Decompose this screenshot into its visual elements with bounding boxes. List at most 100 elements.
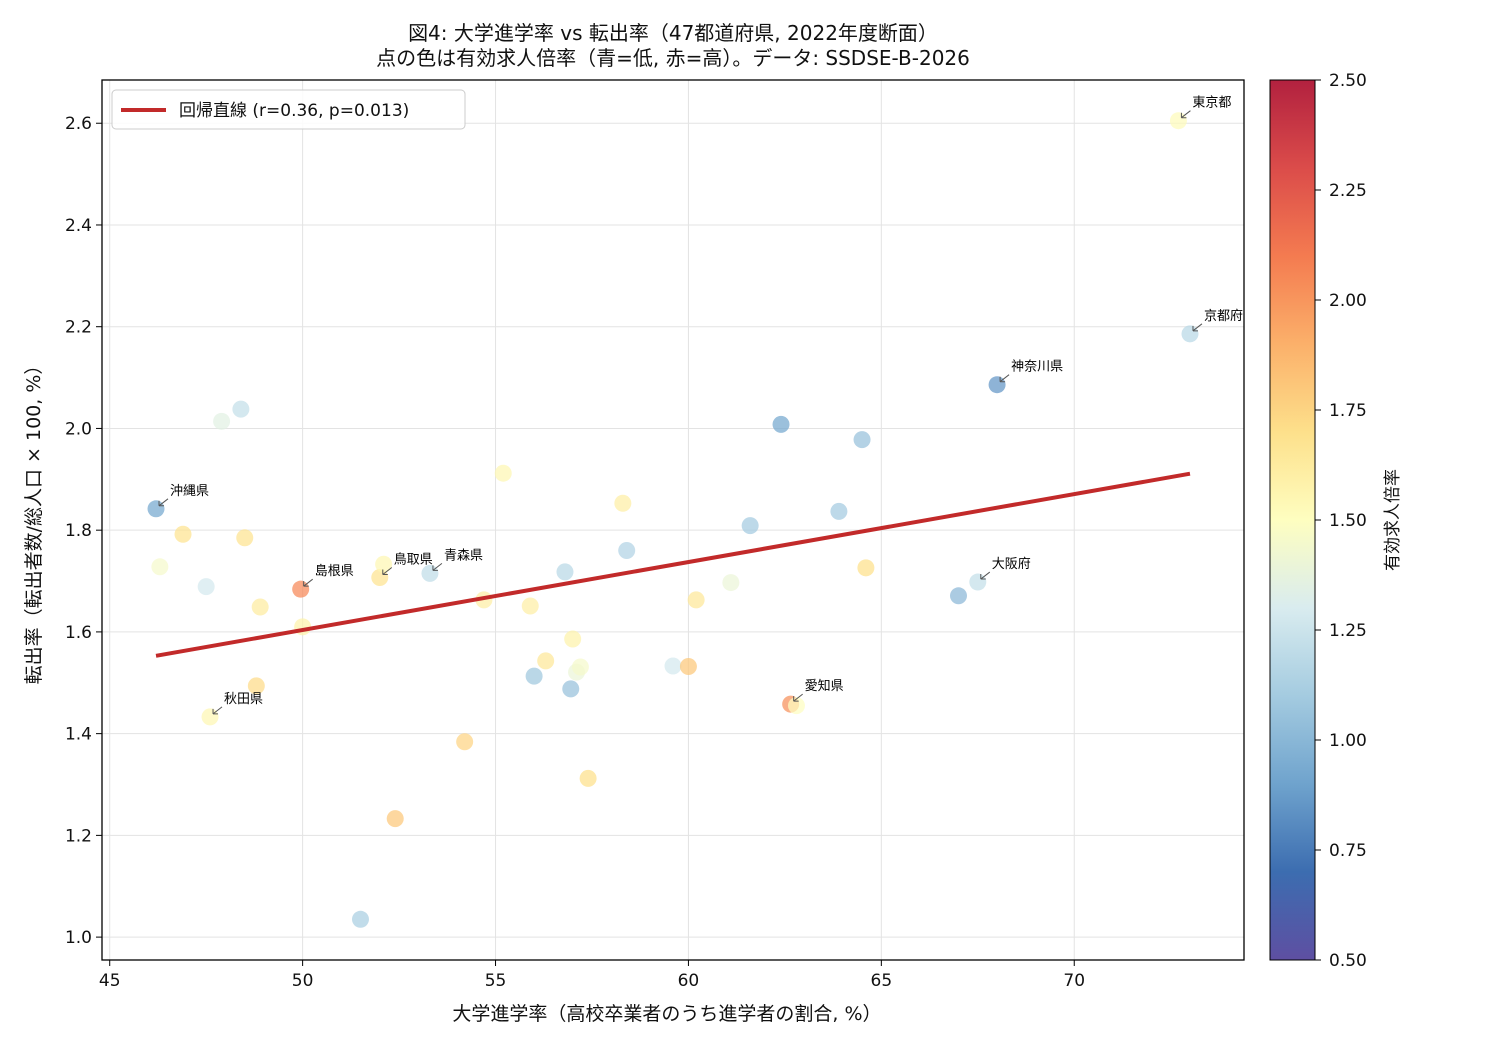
scatter-point — [1181, 325, 1199, 343]
y-tick-label: 1.2 — [65, 826, 92, 846]
scatter-point — [857, 559, 875, 577]
plot-frame — [101, 79, 1245, 961]
annotation-arrow — [382, 567, 393, 575]
annotation-arrowhead — [382, 569, 388, 575]
colorbar-label: 有効求人倍率 — [1383, 469, 1403, 571]
scatter-point — [151, 558, 169, 576]
scatter-point — [772, 415, 790, 433]
colorbar-tick-label: 2.00 — [1329, 291, 1367, 311]
scatter-point — [351, 910, 369, 928]
annotation-arrowhead — [1180, 112, 1187, 119]
scatter-point — [579, 769, 597, 787]
colorbar-tick-label: 0.75 — [1329, 841, 1367, 861]
annotation-arrowhead — [1192, 325, 1198, 332]
annotation-label: 秋田県 — [224, 692, 263, 707]
x-axis-ticks: 45 50 55 60 65 70 — [99, 960, 1085, 991]
scatter-point — [232, 400, 250, 418]
y-tick-label: 2.0 — [65, 419, 92, 439]
scatter-point — [830, 502, 848, 520]
scatter-point — [564, 630, 582, 648]
scatter-point — [147, 500, 165, 518]
scatter-point — [251, 598, 269, 616]
annotation-label: 大阪府 — [992, 557, 1031, 572]
y-tick-label: 2.4 — [65, 216, 92, 236]
scatter-point — [247, 677, 265, 695]
scatter-point — [853, 431, 871, 449]
scatter-point — [679, 657, 697, 675]
scatter-point — [197, 578, 215, 596]
scatter-point — [969, 573, 987, 591]
y-axis-ticks: 1.0 1.2 1.4 1.6 1.8 2.0 2.2 2.4 2.6 — [65, 114, 102, 948]
annotation-arrow — [999, 374, 1010, 383]
scatter-point — [618, 542, 636, 560]
legend-box — [111, 89, 466, 130]
annotation-arrowhead — [303, 581, 309, 587]
regression-line — [155, 471, 1191, 658]
y-tick-label: 2.6 — [65, 114, 92, 134]
legend: 回帰直線 (r=0.36, p=0.013) — [111, 89, 466, 130]
scatter-points — [147, 112, 1199, 928]
annotation-label: 島根県 — [315, 564, 354, 579]
scatter-point — [571, 658, 589, 676]
scatter-point — [537, 652, 555, 670]
colorbar-tick-label: 1.50 — [1329, 511, 1367, 531]
scatter-point — [292, 580, 310, 598]
y-tick-label: 1.6 — [65, 623, 92, 643]
scatter-point — [174, 525, 192, 543]
annotation-label: 神奈川県 — [1011, 360, 1063, 375]
annotation-label: 青森県 — [444, 548, 483, 563]
scatter-point — [375, 555, 393, 573]
grid-lines — [102, 80, 1244, 960]
regression-line-group — [155, 471, 1191, 658]
annotation-label: 鳥取県 — [394, 552, 433, 567]
x-tick-label: 50 — [292, 971, 314, 991]
annotation-arrow — [158, 498, 169, 507]
annotation-arrowhead — [793, 696, 799, 702]
annotation-arrowhead — [999, 376, 1006, 383]
scatter-point — [1169, 112, 1187, 130]
scatter-point — [236, 529, 254, 547]
annotation-arrow — [1192, 323, 1203, 332]
scatter-point — [741, 517, 759, 535]
y-tick-label: 1.8 — [65, 521, 92, 541]
x-tick-label: 45 — [99, 971, 121, 991]
colorbar-gradient — [1269, 79, 1316, 961]
x-tick-label: 70 — [1063, 971, 1085, 991]
colorbar-tick-label: 2.25 — [1329, 181, 1367, 201]
annotation-arrow — [212, 706, 223, 715]
annotation-label: 沖縄県 — [170, 484, 209, 499]
chart-title-line1: 図4: 大学進学率 vs 転出率（47都道府県, 2022年度断面） — [408, 21, 938, 45]
y-axis-label: 転出率（転出者数/総人口 × 100, %） — [23, 356, 45, 685]
annotation-arrow — [432, 563, 443, 571]
scatter-point — [664, 657, 682, 675]
x-tick-label: 55 — [485, 971, 507, 991]
annotation-arrow — [303, 578, 313, 587]
scatter-point — [722, 574, 740, 592]
scatter-point — [521, 597, 539, 615]
scatter-point — [950, 587, 967, 605]
colorbar-ticks: 0.50 0.75 1.00 1.25 1.50 1.75 2.00 2.25 2.50 — [1315, 71, 1367, 971]
scatter-point — [213, 412, 231, 430]
scatter-point — [525, 667, 543, 685]
annotation-label: 愛知県 — [805, 678, 844, 694]
colorbar-tick-label: 1.00 — [1329, 731, 1367, 751]
x-tick-label: 60 — [678, 971, 700, 991]
x-tick-label: 65 — [871, 971, 893, 991]
scatter-point — [386, 810, 404, 828]
annotation-arrow — [793, 693, 803, 702]
colorbar-tick-label: 2.50 — [1329, 71, 1367, 91]
annotation-arrowhead — [980, 574, 986, 580]
scatter-point — [787, 697, 805, 715]
y-tick-label: 1.0 — [65, 928, 92, 948]
scatter-point — [494, 464, 512, 482]
annotation-label: 東京都 — [1192, 95, 1231, 111]
y-tick-label: 1.4 — [65, 725, 92, 745]
annotation-label: 京都府 — [1204, 309, 1243, 324]
x-axis-label: 大学進学率（高校卒業者のうち進学者の割合, %） — [452, 1003, 881, 1025]
annotation-arrow — [980, 571, 991, 580]
colorbar: 0.50 0.75 1.00 1.25 1.50 1.75 2.00 2.25 2.50 有効求… — [1269, 71, 1403, 971]
colorbar-tick-label: 1.25 — [1329, 621, 1367, 641]
scatter-point — [614, 494, 632, 512]
